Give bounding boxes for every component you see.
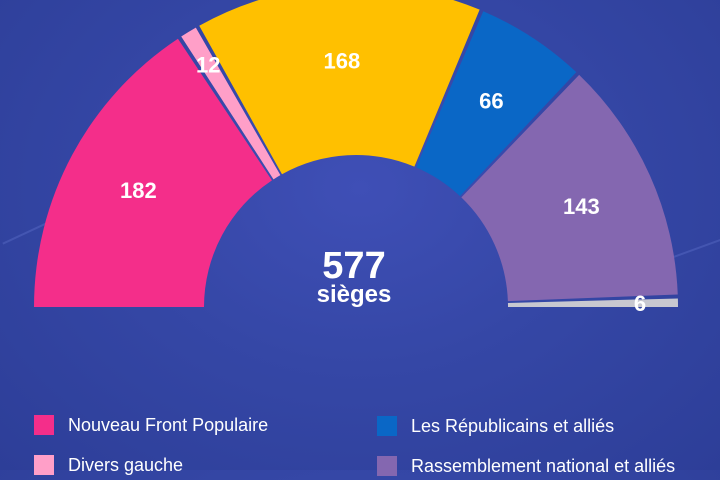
legend-swatch xyxy=(34,415,54,435)
total-seats-unit: sièges xyxy=(317,281,392,308)
hemicycle-segment-4 xyxy=(461,74,678,302)
segment-value-label: 143 xyxy=(563,194,600,219)
segment-value-label: 66 xyxy=(479,88,503,113)
hemicycle-segment-5 xyxy=(507,298,678,307)
hemicycle-segment-1 xyxy=(181,27,281,180)
legend-label: Rassemblement national et alliés xyxy=(411,455,676,476)
hemicycle-segment-3 xyxy=(416,11,577,197)
hemicycle-segment-2 xyxy=(199,0,480,175)
total-seats-value: 577 xyxy=(322,245,385,287)
segment-value-label: 12 xyxy=(196,52,220,77)
legend-swatch xyxy=(34,455,54,475)
legend-label: Nouveau Front Populaire xyxy=(68,414,269,435)
segment-value-label: 182 xyxy=(120,178,157,203)
legend-item-rassemblement-national: Rassemblement national et alliés xyxy=(377,452,675,480)
segment-value-label: 6 xyxy=(634,291,646,316)
legend-swatch xyxy=(377,416,397,436)
legend-item-divers-gauche: Divers gauche xyxy=(34,451,183,479)
segment-labels: 182 12 168 66 143 6 xyxy=(120,48,646,316)
hemicycle-segments xyxy=(34,0,678,307)
legend-label: Les Républicains et alliés xyxy=(411,415,615,436)
legend-swatch xyxy=(377,456,397,476)
legend-label: Divers gauche xyxy=(68,454,184,475)
hemicycle-chart: 182 12 168 66 143 6 577 sièges xyxy=(34,0,678,316)
legend-item-republicains: Les Républicains et alliés xyxy=(377,412,614,440)
legend-item-nfp: Nouveau Front Populaire xyxy=(34,411,268,439)
segment-value-label: 168 xyxy=(324,48,361,73)
hemicycle-segment-0 xyxy=(34,38,272,307)
